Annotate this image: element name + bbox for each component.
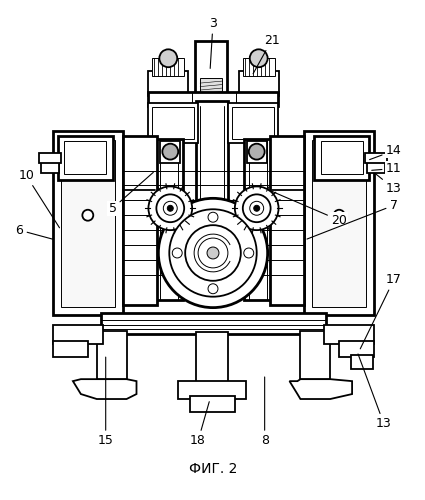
Bar xyxy=(324,324,374,344)
Circle shape xyxy=(250,202,264,215)
Circle shape xyxy=(208,284,218,294)
Text: 13: 13 xyxy=(358,354,392,430)
Bar xyxy=(178,381,246,399)
Circle shape xyxy=(254,206,260,212)
Bar xyxy=(300,332,330,379)
Text: ФИГ. 2: ФИГ. 2 xyxy=(189,462,237,475)
Circle shape xyxy=(163,202,177,215)
Text: 17: 17 xyxy=(360,274,402,349)
Bar xyxy=(244,138,272,300)
Bar xyxy=(153,107,194,138)
Bar xyxy=(312,140,366,306)
Bar xyxy=(365,152,387,162)
Text: 3: 3 xyxy=(209,17,217,68)
Circle shape xyxy=(159,198,268,308)
Bar xyxy=(64,140,106,174)
Bar xyxy=(228,103,278,142)
Circle shape xyxy=(208,212,218,222)
Circle shape xyxy=(185,225,241,281)
Bar xyxy=(97,332,127,379)
Bar xyxy=(196,332,228,384)
Bar xyxy=(101,312,326,334)
Circle shape xyxy=(148,186,192,230)
Bar xyxy=(61,140,115,306)
Text: 18: 18 xyxy=(190,402,209,447)
Bar xyxy=(200,78,222,106)
Text: 20: 20 xyxy=(272,192,347,226)
Bar xyxy=(190,396,235,412)
Circle shape xyxy=(235,186,278,230)
Polygon shape xyxy=(289,379,352,399)
Bar xyxy=(269,136,304,304)
Bar xyxy=(195,42,227,111)
Bar xyxy=(351,356,373,369)
Bar xyxy=(314,136,369,180)
Text: 10: 10 xyxy=(18,169,60,228)
Polygon shape xyxy=(73,379,136,399)
Circle shape xyxy=(156,194,184,222)
Circle shape xyxy=(334,210,345,220)
Circle shape xyxy=(250,50,268,67)
Bar xyxy=(39,152,61,162)
Bar xyxy=(153,58,184,76)
Circle shape xyxy=(243,194,271,222)
Bar xyxy=(232,107,274,138)
Text: 21: 21 xyxy=(253,34,280,74)
Bar xyxy=(321,140,363,174)
Bar xyxy=(53,131,122,314)
Circle shape xyxy=(249,144,265,160)
Circle shape xyxy=(169,210,257,296)
Bar xyxy=(148,103,198,142)
Bar xyxy=(148,92,278,106)
Bar xyxy=(156,138,183,300)
Text: 7: 7 xyxy=(307,199,398,239)
Bar xyxy=(247,140,266,162)
Bar xyxy=(160,140,180,162)
Text: 5: 5 xyxy=(109,172,153,215)
Circle shape xyxy=(162,144,178,160)
Circle shape xyxy=(82,210,93,220)
Bar xyxy=(148,71,188,96)
Bar xyxy=(53,342,88,357)
Bar xyxy=(239,71,278,96)
Text: 14: 14 xyxy=(370,144,402,160)
Text: 11: 11 xyxy=(372,162,402,175)
Bar xyxy=(367,154,385,172)
Bar xyxy=(196,101,228,290)
Circle shape xyxy=(207,247,219,259)
Circle shape xyxy=(172,248,182,258)
Text: 15: 15 xyxy=(98,357,113,447)
Text: 8: 8 xyxy=(261,377,269,447)
Bar xyxy=(243,58,275,76)
Circle shape xyxy=(198,238,228,268)
Bar xyxy=(58,136,113,180)
Bar xyxy=(339,342,374,357)
Circle shape xyxy=(167,206,173,212)
Circle shape xyxy=(159,50,177,67)
Bar xyxy=(304,131,374,314)
Bar xyxy=(41,154,59,172)
Text: 6: 6 xyxy=(15,224,54,240)
Bar xyxy=(53,324,103,344)
Circle shape xyxy=(244,248,254,258)
Text: 13: 13 xyxy=(376,174,402,195)
Bar xyxy=(122,136,157,304)
